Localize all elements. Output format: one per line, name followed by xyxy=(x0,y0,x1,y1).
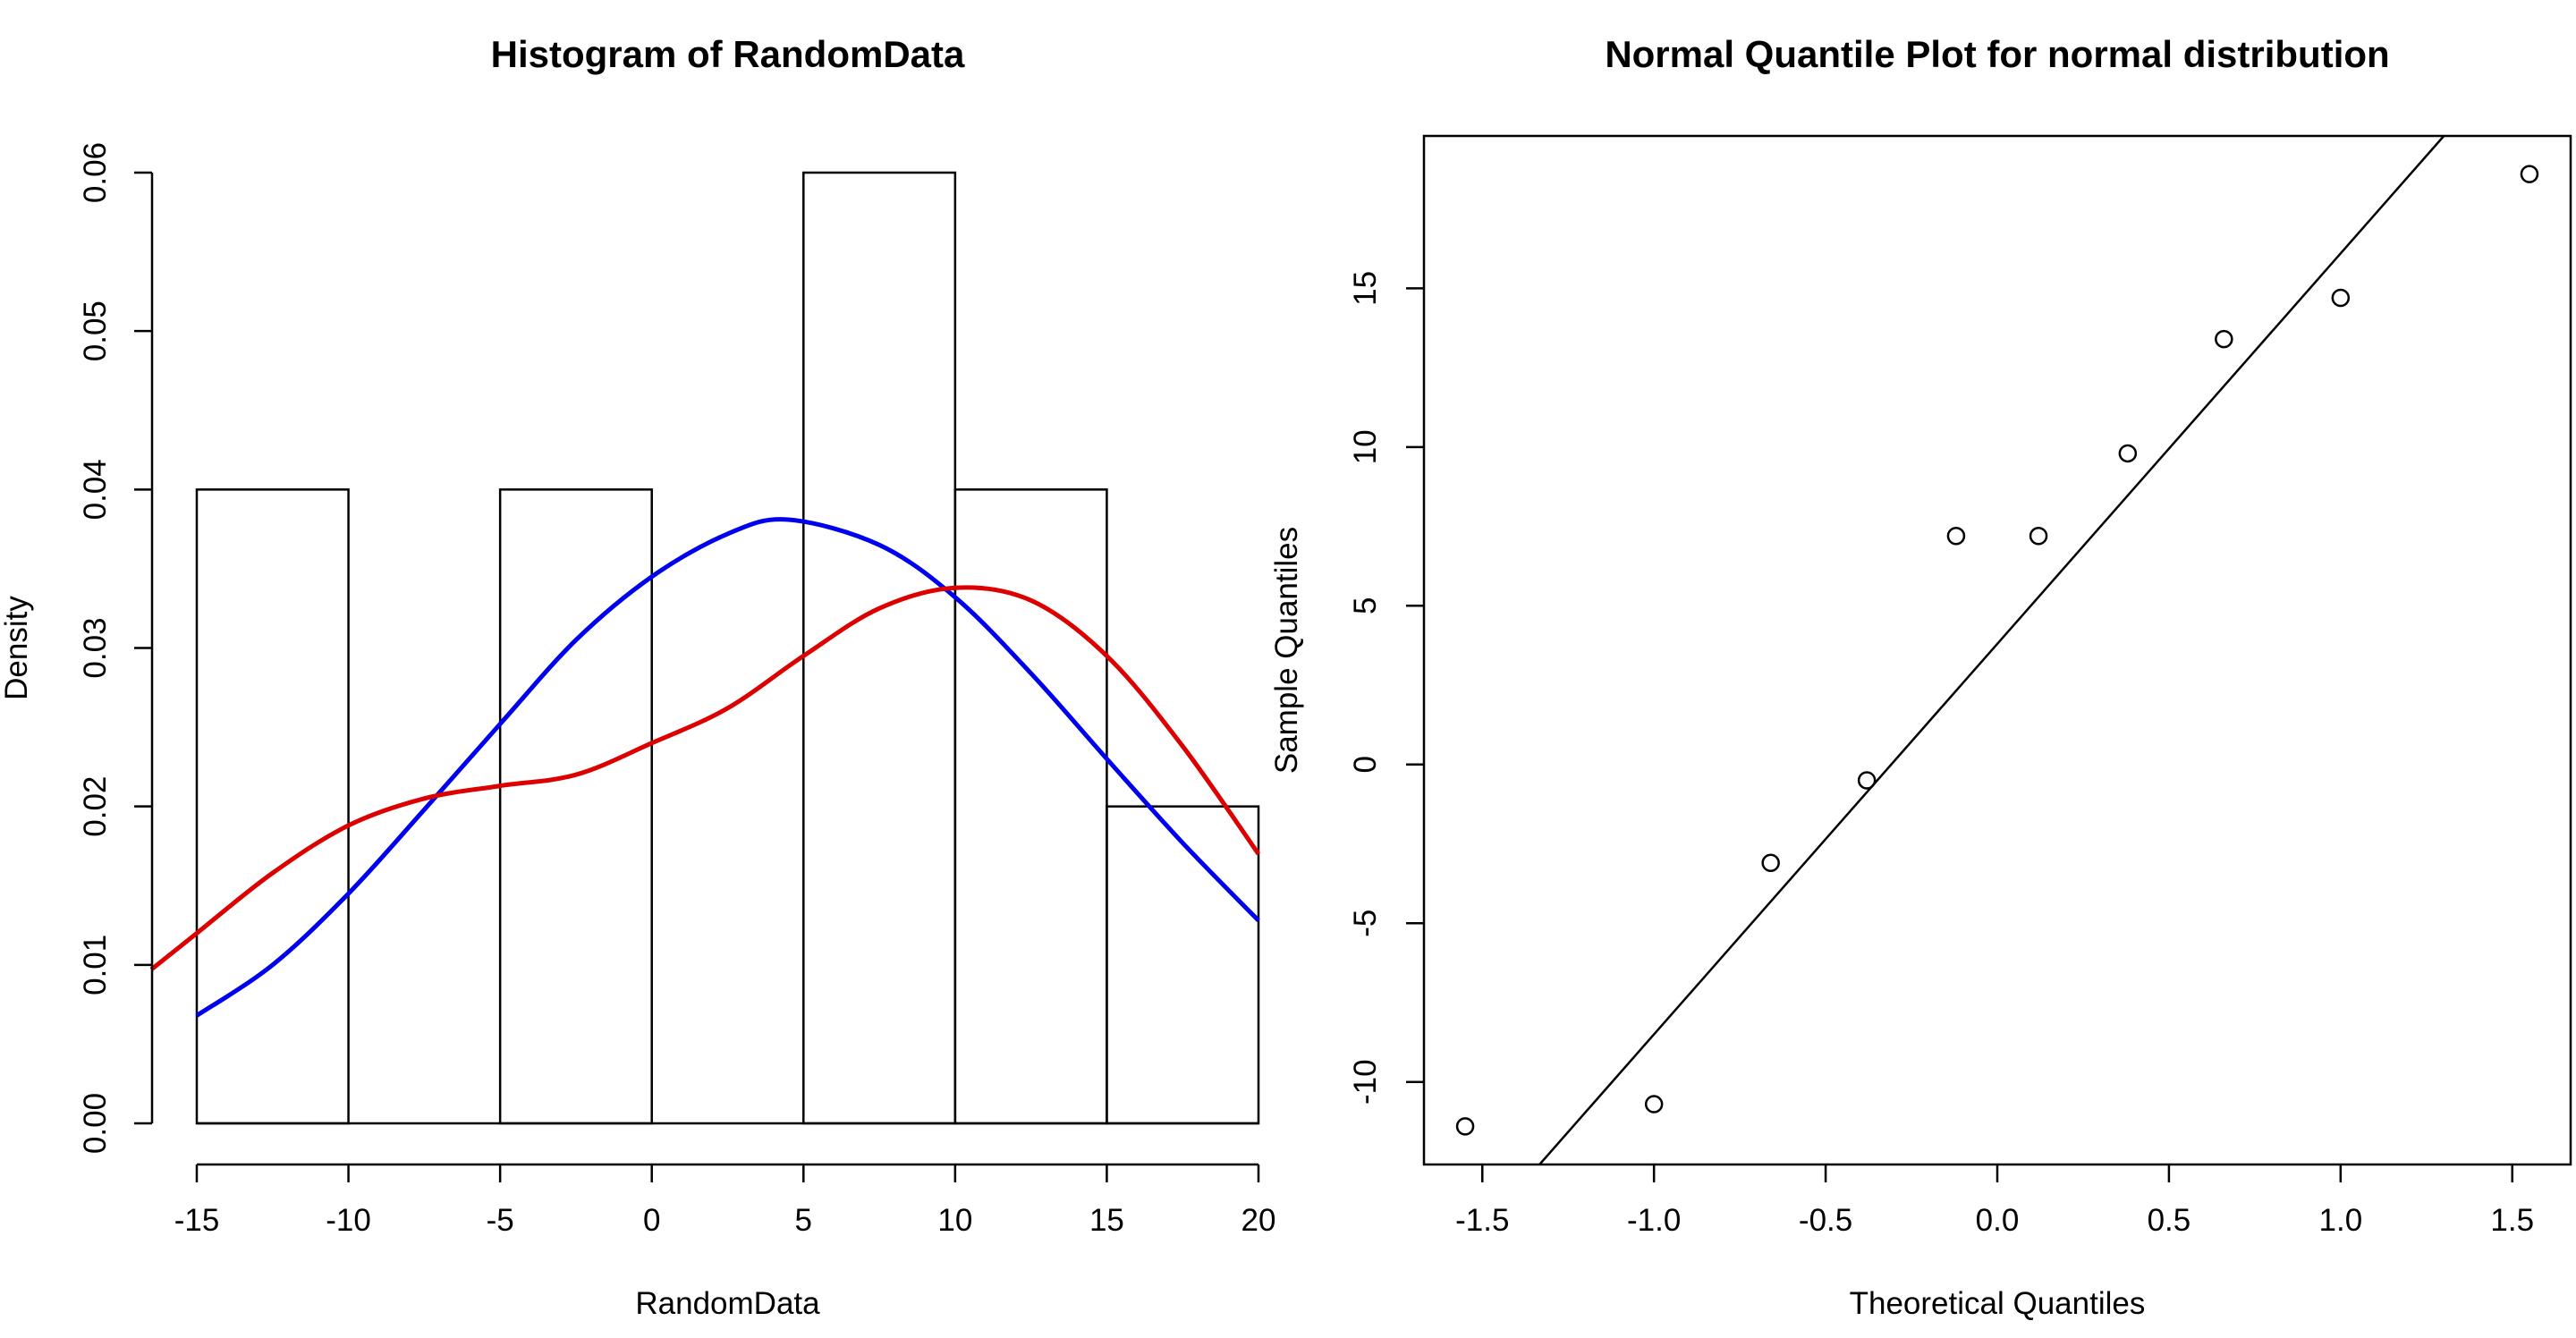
histogram-x-tick-label: 15 xyxy=(1089,1203,1124,1238)
qq-plot-x-axis: -1.5 -1.0 -0.5 0.0 0.5 1.0 1.5 xyxy=(1455,1164,2534,1238)
qq-y-tick-label: -5 xyxy=(1348,910,1383,937)
qq-plot-panel: Normal Quantile Plot for normal distribu… xyxy=(1269,33,2572,1321)
qq-x-tick-label: -1.5 xyxy=(1455,1203,1509,1238)
qq-plot-y-axis: -10 -5 0 5 10 15 xyxy=(1348,271,1424,1105)
qq-reference-line xyxy=(1538,135,2445,1165)
histogram-x-tick-label: 5 xyxy=(795,1203,812,1238)
qq-x-tick-label: -0.5 xyxy=(1799,1203,1852,1238)
qq-y-tick-label: 15 xyxy=(1348,271,1383,306)
histogram-y-tick-label: 0.06 xyxy=(78,142,113,203)
qq-y-tick-label: 5 xyxy=(1348,597,1383,614)
histogram-x-tick-label: -15 xyxy=(174,1203,220,1238)
qq-x-tick-label: 0.0 xyxy=(1976,1203,2020,1238)
histogram-x-tick-label: 10 xyxy=(937,1203,972,1238)
qq-reference-line-group xyxy=(1538,135,2445,1165)
qq-point-5 xyxy=(2029,526,2048,546)
qq-x-tick-label: 0.5 xyxy=(2148,1203,2191,1238)
qq-x-tick-label: 1.5 xyxy=(2490,1203,2534,1238)
histogram-y-tick-label: 0.04 xyxy=(78,459,113,520)
qq-point-6 xyxy=(2118,444,2138,463)
qq-y-tick-label: 10 xyxy=(1348,429,1383,464)
histogram-y-tick-label: 0.01 xyxy=(78,935,113,995)
qq-y-tick-label: 0 xyxy=(1348,756,1383,773)
qq-plot-y-axis-label: Sample Quantiles xyxy=(1269,527,1304,774)
histogram-x-tick-label: -10 xyxy=(326,1203,371,1238)
histogram-y-tick-label: 0.05 xyxy=(78,301,113,361)
histogram-x-axis: -15 -10 -5 0 5 10 15 20 xyxy=(174,1163,1276,1238)
histogram-panel: Histogram of RandomData RandomData Densi… xyxy=(0,33,1275,1321)
density-curves xyxy=(149,517,1261,1018)
qq-plot-title: Normal Quantile Plot for normal distribu… xyxy=(1605,33,2389,75)
qq-y-tick-label: -10 xyxy=(1348,1059,1383,1105)
histogram-y-tick-label: 0.02 xyxy=(78,776,113,837)
qq-point-7 xyxy=(2215,329,2233,349)
histogram-y-axis: 0.00 0.01 0.02 0.03 0.04 0.05 0.06 xyxy=(78,142,154,1154)
qq-point-1 xyxy=(1644,1095,1664,1114)
qq-x-tick-label: -1.0 xyxy=(1627,1203,1681,1238)
histogram-x-tick-label: 0 xyxy=(643,1203,660,1238)
qq-x-tick-label: 1.0 xyxy=(2319,1203,2363,1238)
qq-point-4 xyxy=(1946,526,1966,546)
qq-plot-x-axis-label: Theoretical Quantiles xyxy=(1850,1286,2146,1321)
histogram-y-axis-label: Density xyxy=(0,596,34,700)
qq-point-2 xyxy=(1761,853,1780,873)
qq-point-3 xyxy=(1857,771,1877,790)
density-curve-0 xyxy=(195,517,1260,1018)
qq-point-0 xyxy=(1455,1117,1475,1136)
qq-points xyxy=(1455,165,2539,1136)
histogram-x-axis-label: RandomData xyxy=(635,1286,820,1321)
histogram-x-tick-label: 20 xyxy=(1241,1203,1276,1238)
histogram-bars xyxy=(195,171,1260,1125)
histogram-y-tick-label: 0.03 xyxy=(78,617,113,678)
histogram-x-tick-label: -5 xyxy=(487,1203,514,1238)
density-curve-1 xyxy=(149,585,1261,972)
histogram-y-tick-label: 0.00 xyxy=(78,1093,113,1154)
histogram-title: Histogram of RandomData xyxy=(491,33,965,75)
qq-point-8 xyxy=(2331,288,2351,308)
qq-point-9 xyxy=(2520,165,2539,183)
